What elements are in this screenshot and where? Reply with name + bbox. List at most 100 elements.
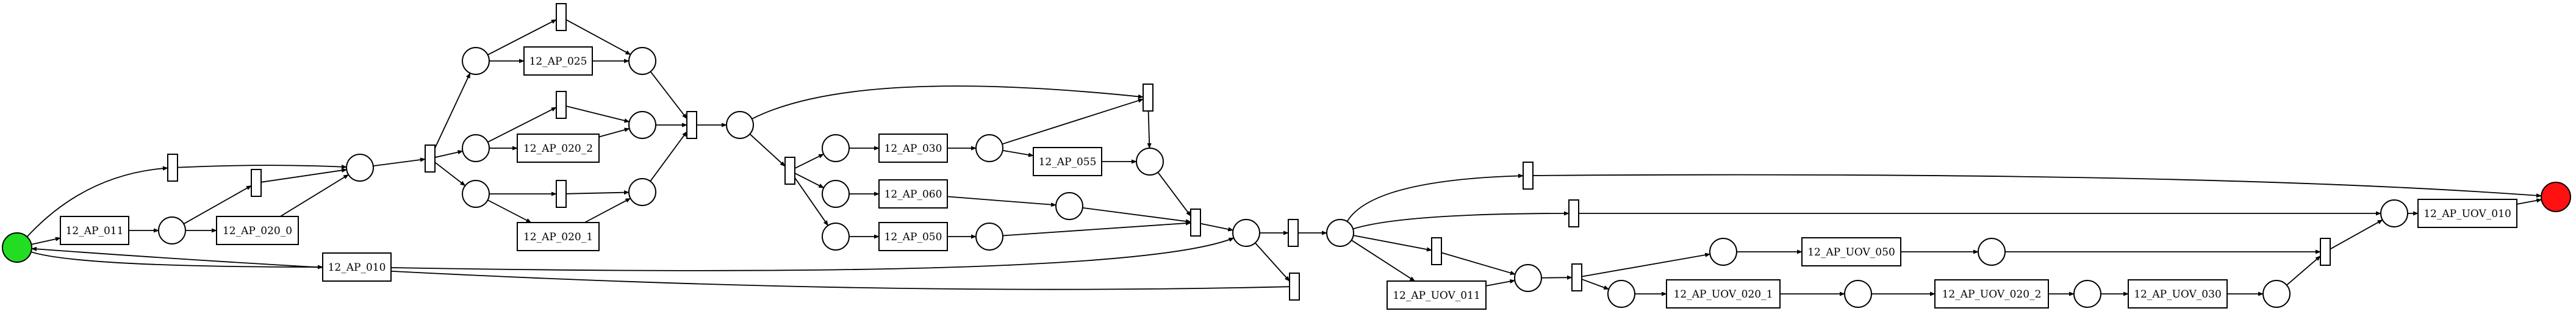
arc: [177, 165, 347, 169]
place: [822, 223, 850, 251]
place: [726, 111, 754, 139]
arc: [1541, 275, 1573, 280]
place: [1978, 238, 2006, 266]
transition-12-ap-055: 12_AP_055: [1033, 147, 1102, 176]
silent-transition: [1523, 162, 1534, 190]
arc: [598, 127, 630, 138]
transition-12-ap-011: 12_AP_011: [60, 216, 129, 245]
arc: [565, 105, 630, 123]
silent-transition: [556, 3, 567, 31]
arc: [2286, 255, 2321, 286]
transition-12-ap-020-2: 12_AP_020_2: [517, 134, 600, 163]
arc: [1581, 252, 1711, 277]
arc: [434, 73, 471, 149]
transition-12-ap-050: 12_AP_050: [878, 222, 948, 251]
silent-transition: [167, 154, 178, 182]
silent-transition: [1288, 219, 1299, 247]
arc: [1200, 223, 1234, 232]
arc: [487, 199, 532, 223]
arc: [487, 107, 557, 143]
place: [822, 134, 850, 162]
place: [1326, 219, 1354, 247]
arc: [1532, 174, 2542, 198]
transition-label: 12_AP_010: [328, 262, 386, 274]
transition-label: 12_AP_UOV_020_2: [1942, 288, 2042, 301]
transition-12-ap-020-0: 12_AP_020_0: [216, 216, 299, 245]
arc: [1346, 173, 1524, 222]
silent-transition: [1571, 263, 1582, 291]
arc: [1255, 242, 1290, 282]
silent-transition: [425, 145, 436, 173]
arc: [1351, 240, 1416, 282]
transition-label: 12_AP_UOV_011: [1393, 290, 1480, 302]
transition-12-ap-020-1: 12_AP_020_1: [517, 222, 600, 251]
arc: [487, 19, 557, 55]
silent-transition: [556, 180, 567, 208]
place: [158, 216, 186, 244]
transition-label: 12_AP_UOV_020_1: [1674, 288, 1773, 301]
place: [1709, 238, 1737, 266]
arc: [752, 85, 1144, 120]
place: [822, 180, 850, 208]
place: [462, 180, 490, 208]
place: [1232, 219, 1260, 247]
place: [462, 134, 490, 162]
transition-12-ap-025: 12_AP_025: [523, 46, 593, 76]
transition-12-ap-uov-020-1: 12_AP_UOV_020_1: [1666, 279, 1781, 309]
end-place: [2541, 182, 2571, 212]
place: [2073, 280, 2101, 308]
transition-label: 12_AP_060: [884, 188, 942, 201]
arc: [1581, 279, 1610, 290]
arc: [2516, 198, 2542, 205]
silent-transition: [686, 111, 697, 139]
place: [462, 47, 490, 75]
transition-label: 12_AP_UOV_010: [2424, 208, 2511, 220]
arc: [373, 157, 426, 167]
transition-label: 12_AP_020_1: [523, 231, 593, 243]
arc: [26, 166, 168, 237]
transition-12-ap-uov-030: 12_AP_UOV_030: [2128, 279, 2228, 309]
transition-12-ap-uov-011: 12_AP_UOV_011: [1387, 280, 1487, 310]
arc: [1441, 252, 1516, 275]
arc: [1082, 207, 1191, 224]
place: [628, 178, 656, 206]
arc: [1352, 211, 1570, 230]
transition-label: 12_AP_050: [884, 231, 942, 243]
place: [975, 134, 1003, 162]
arc: [650, 71, 687, 120]
silent-transition: [1431, 237, 1442, 265]
silent-transition: [251, 169, 262, 197]
silent-transition: [2320, 238, 2331, 266]
arc: [1002, 221, 1191, 237]
arc: [1002, 98, 1144, 145]
arc: [434, 150, 464, 159]
place: [628, 111, 656, 139]
place: [1844, 280, 1872, 308]
arc: [183, 185, 252, 224]
arc: [794, 177, 829, 226]
transition-label: 12_AP_011: [66, 225, 124, 237]
transition-label: 12_AP_020_2: [523, 143, 593, 155]
transition-label: 12_AP_030: [884, 143, 942, 155]
arc: [749, 134, 786, 167]
place: [1055, 192, 1083, 220]
arc: [1147, 110, 1152, 149]
place: [2380, 199, 2408, 227]
silent-transition: [784, 157, 795, 185]
arc: [260, 168, 348, 183]
arc: [31, 246, 1290, 290]
place: [1514, 264, 1542, 292]
transition-label: 12_AP_025: [529, 55, 587, 68]
place: [628, 47, 656, 75]
transition-12-ap-uov-050: 12_AP_UOV_050: [1801, 237, 1901, 266]
transition-12-ap-uov-020-2: 12_AP_UOV_020_2: [1934, 279, 2049, 309]
arc: [30, 251, 323, 269]
place: [975, 223, 1003, 251]
silent-transition: [556, 91, 567, 119]
arc: [565, 19, 631, 55]
place: [1136, 148, 1164, 176]
silent-transition: [1190, 209, 1201, 237]
arc: [2330, 219, 2383, 250]
arc: [1157, 172, 1191, 217]
